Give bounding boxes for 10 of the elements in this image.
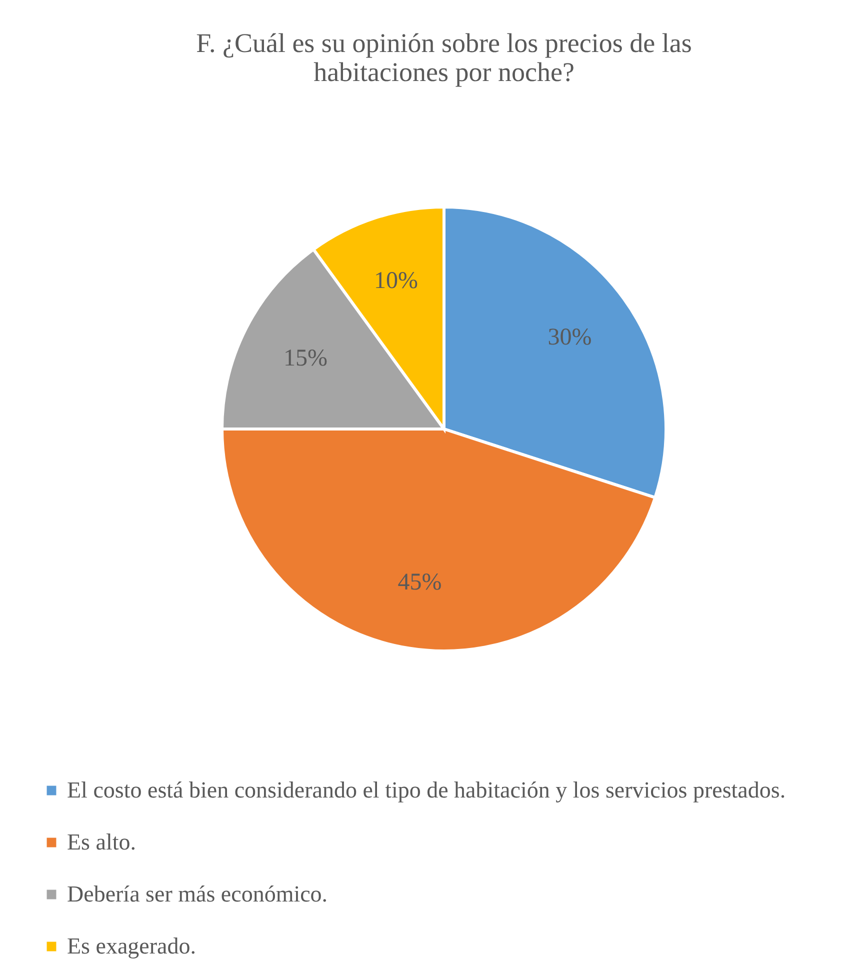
text: F. ¿Cuál es su opinión sobre los precios de las <box>196 28 692 58</box>
legend-label: Debería ser más económico. <box>67 882 328 906</box>
text: habitaciones por noche? <box>314 57 574 87</box>
data-label: 15% <box>284 345 328 372</box>
data-label: 30% <box>548 324 592 351</box>
legend-label: Es exagerado. <box>67 934 196 958</box>
legend-label: Es alto. <box>67 830 136 854</box>
legend-label: El costo está bien considerando el tipo de habitación y los servicios prestados. <box>67 778 786 802</box>
data-label: 10% <box>374 268 418 294</box>
data-label: 45% <box>398 569 442 596</box>
